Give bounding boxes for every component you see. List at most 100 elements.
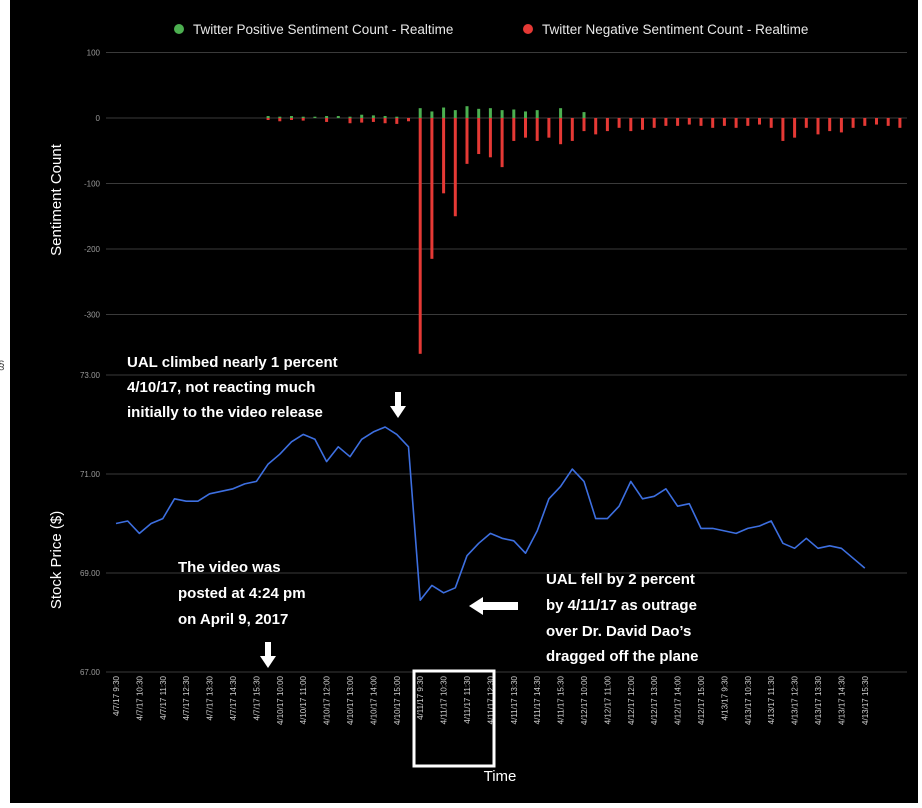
sentiment-y-tick-label: -200	[84, 245, 101, 254]
positive-sentiment-bar	[430, 111, 434, 118]
positive-sentiment-bar	[488, 108, 492, 118]
x-tick-label: 4/13/17 15:30	[861, 675, 870, 724]
positive-sentiment-bar	[524, 111, 527, 118]
negative-sentiment-bar	[863, 118, 867, 126]
x-tick-label: 4/7/17 10:30	[135, 675, 144, 720]
positive-sentiment-bar	[465, 106, 469, 118]
negative-sentiment-bar	[348, 118, 352, 124]
negative-sentiment-bar	[301, 118, 305, 121]
x-tick-label: 4/11/17 13:30	[510, 675, 519, 724]
x-tick-label: 4/13/17 9:30	[720, 675, 729, 720]
positive-sentiment-bar	[477, 108, 481, 118]
negative-sentiment-bar	[582, 118, 586, 132]
positive-sentiment-bar	[313, 116, 317, 118]
negative-sentiment-bar	[407, 118, 410, 122]
negative-sentiment-bar	[652, 118, 656, 128]
negative-sentiment-bar	[804, 118, 808, 128]
down-arrow-climb-icon	[390, 392, 406, 418]
sentiment-y-tick-label: -300	[84, 311, 101, 320]
legend-negative-label: Twitter Negative Sentiment Count - Realt…	[542, 22, 808, 37]
negative-sentiment-bar	[676, 118, 680, 126]
negative-sentiment-bar	[641, 118, 644, 130]
x-tick-label: 4/12/17 10:00	[580, 675, 589, 724]
positive-sentiment-bar	[582, 112, 586, 118]
stock-y-tick-label: 69.00	[80, 569, 101, 578]
fall-annotation-line-4: dragged off the plane	[546, 648, 699, 665]
negative-sentiment-bar	[453, 118, 457, 217]
video-annotation-line-2: posted at 4:24 pm	[178, 585, 306, 602]
positive-sentiment-bar	[442, 107, 446, 118]
positive-sentiment-bar	[383, 116, 387, 118]
stock-y-tick-label: 71.00	[80, 470, 101, 479]
x-tick-label: 4/11/17 12:30	[486, 675, 495, 724]
positive-sentiment-bar	[395, 116, 399, 118]
x-tick-label: 4/7/17 13:30	[206, 675, 215, 720]
positive-sentiment-bar	[559, 108, 563, 118]
legend-positive-label: Twitter Positive Sentiment Count - Realt…	[193, 22, 453, 37]
negative-sentiment-bar	[418, 118, 422, 354]
video-annotation-line-3: on April 9, 2017	[178, 611, 288, 628]
positive-sentiment-bar	[500, 110, 504, 118]
x-tick-label: 4/10/17 10:00	[276, 675, 285, 724]
video-annotation-line-1: The video was	[178, 559, 281, 576]
x-tick-label: 4/12/17 11:00	[603, 675, 612, 724]
x-tick-label: 4/13/17 14:30	[837, 675, 846, 724]
x-tick-label: 4/13/17 13:30	[814, 675, 823, 724]
negative-sentiment-bar	[500, 118, 504, 168]
negative-sentiment-bar	[781, 118, 785, 141]
positive-sentiment-bar	[278, 116, 282, 118]
sentiment-y-tick-label: -100	[84, 180, 101, 189]
negative-sentiment-bar	[371, 118, 375, 122]
positive-sentiment-bar	[266, 116, 270, 118]
negative-sentiment-bar	[278, 118, 282, 122]
negative-sentiment-bar	[465, 118, 469, 164]
x-tick-label: 4/7/17 12:30	[182, 675, 191, 720]
negative-sentiment-bar	[570, 118, 574, 141]
negative-sentiment-bar	[851, 118, 855, 128]
positive-sentiment-bar	[418, 108, 422, 118]
positive-sentiment-bar	[453, 110, 457, 118]
negative-sentiment-bar	[535, 118, 539, 141]
negative-sentiment-bar	[875, 118, 878, 125]
x-tick-label: 4/12/17 15:00	[697, 675, 706, 724]
negative-sentiment-bar	[594, 118, 598, 135]
stray-mark: §	[0, 358, 5, 372]
x-tick-label: 4/7/17 14:30	[229, 675, 238, 720]
negative-sentiment-bar	[442, 118, 446, 194]
x-tick-label: 4/10/17 15:00	[393, 675, 402, 724]
negative-sentiment-bar	[360, 118, 364, 123]
x-tick-label: 4/12/17 12:00	[627, 675, 636, 724]
negative-sentiment-bar	[488, 118, 492, 158]
negative-sentiment-bar	[769, 118, 773, 128]
negative-sentiment-bar	[290, 118, 293, 120]
x-tick-label: 4/10/17 11:00	[299, 675, 308, 724]
negative-sentiment-bar	[524, 118, 527, 138]
highlight-box	[412, 669, 496, 768]
fall-annotation-line-2: by 4/11/17 as outrage	[546, 597, 697, 614]
negative-sentiment-bar	[430, 118, 434, 259]
x-tick-label: 4/12/17 14:00	[674, 675, 683, 724]
negative-sentiment-bar	[839, 118, 843, 133]
x-tick-label: 4/10/17 12:00	[323, 675, 332, 724]
negative-sentiment-bar	[559, 118, 563, 145]
negative-sentiment-bar	[828, 118, 832, 132]
x-tick-label: 4/10/17 14:00	[369, 675, 378, 724]
stock-price-line	[115, 426, 866, 602]
positive-sentiment-bar	[360, 114, 364, 118]
sentiment-y-axis-title: Sentiment Count	[48, 143, 65, 256]
positive-sentiment-bar	[348, 116, 352, 118]
negative-sentiment-bar	[547, 118, 551, 138]
fall-annotation-line-3: over Dr. David Dao’s	[546, 623, 691, 640]
climb-annotation-line-2: 4/10/17, not reacting much	[127, 379, 315, 396]
negative-sentiment-bar	[746, 118, 750, 126]
x-tick-label: 4/11/17 14:30	[533, 675, 542, 724]
negative-sentiment-bar	[722, 118, 726, 126]
x-tick-label: 4/13/17 11:30	[767, 675, 776, 724]
stock-y-tick-label: 67.00	[80, 668, 101, 677]
fall-annotation-line-1: UAL fell by 2 percent	[546, 571, 695, 588]
positive-sentiment-bar	[336, 116, 340, 118]
x-tick-label: 4/13/17 10:30	[744, 675, 753, 724]
left-arrow-fall-icon	[469, 597, 518, 615]
negative-sentiment-bar	[325, 118, 329, 122]
